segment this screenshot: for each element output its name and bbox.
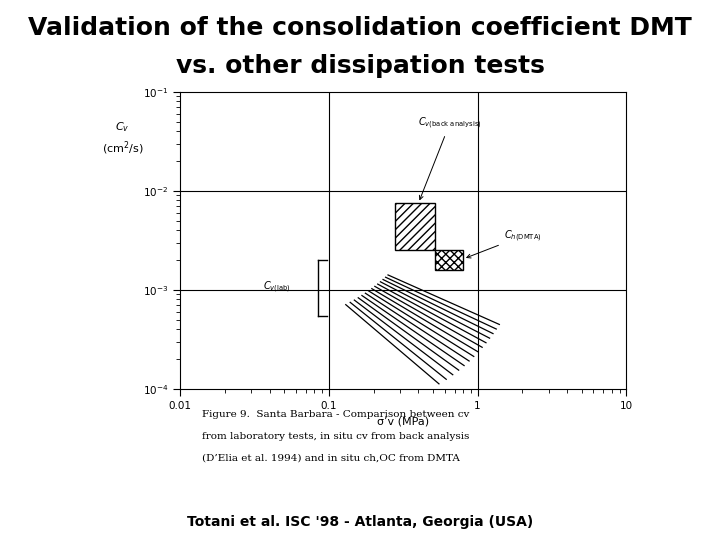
Text: (D’Elia et al. 1994) and in situ ch,OC from DMTA: (D’Elia et al. 1994) and in situ ch,OC f… (202, 454, 459, 463)
Text: from laboratory tests, in situ cv from back analysis: from laboratory tests, in situ cv from b… (202, 432, 469, 441)
Text: vs. other dissipation tests: vs. other dissipation tests (176, 54, 544, 78)
Text: (cm$^2$/s): (cm$^2$/s) (102, 140, 143, 157)
Text: $C_{h\mathrm{(DMTA)}}$: $C_{h\mathrm{(DMTA)}}$ (467, 228, 541, 258)
Text: Validation of the consolidation coefficient DMT: Validation of the consolidation coeffici… (28, 16, 692, 40)
Text: $C_v$: $C_v$ (115, 120, 130, 134)
Text: Figure 9.  Santa Barbara - Comparison between cv: Figure 9. Santa Barbara - Comparison bet… (202, 410, 469, 420)
Text: $C_{v\mathrm{(back\ analysis)}}$: $C_{v\mathrm{(back\ analysis)}}$ (418, 116, 482, 200)
Text: Totani et al. ISC '98 - Atlanta, Georgia (USA): Totani et al. ISC '98 - Atlanta, Georgia… (187, 515, 533, 529)
X-axis label: σ’v (MPa): σ’v (MPa) (377, 416, 429, 426)
Bar (395, 203, 436, 251)
Bar (436, 251, 463, 269)
Text: $C_{v\mathrm{(lab)}}$: $C_{v\mathrm{(lab)}}$ (264, 280, 291, 295)
